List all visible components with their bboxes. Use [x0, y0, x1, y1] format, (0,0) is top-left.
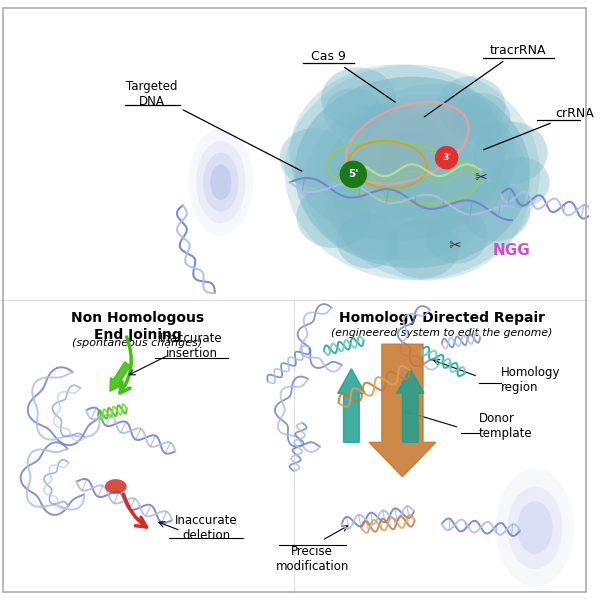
- Ellipse shape: [203, 153, 239, 212]
- Text: crRNA: crRNA: [484, 107, 595, 150]
- Text: ✂: ✂: [475, 170, 487, 185]
- Ellipse shape: [304, 104, 481, 261]
- Ellipse shape: [337, 214, 400, 269]
- Circle shape: [340, 161, 367, 188]
- Text: Donor
template: Donor template: [479, 412, 533, 440]
- Text: Non Homologous
End Joining: Non Homologous End Joining: [71, 311, 204, 341]
- FancyArrow shape: [397, 369, 424, 442]
- Text: ✂: ✂: [448, 239, 461, 254]
- Ellipse shape: [324, 88, 383, 139]
- Ellipse shape: [210, 164, 232, 200]
- Ellipse shape: [290, 64, 505, 241]
- Text: Inaccurate
insertion: Inaccurate insertion: [160, 332, 223, 360]
- Ellipse shape: [334, 133, 491, 261]
- Text: 3': 3': [442, 153, 451, 162]
- Ellipse shape: [385, 220, 460, 278]
- Ellipse shape: [425, 209, 488, 263]
- Text: Inaccurate
deletion: Inaccurate deletion: [175, 514, 238, 542]
- Text: (engineered system to edit the genome): (engineered system to edit the genome): [331, 328, 553, 338]
- FancyArrow shape: [110, 362, 130, 391]
- Ellipse shape: [437, 76, 505, 135]
- Ellipse shape: [105, 479, 127, 494]
- FancyArrow shape: [369, 344, 436, 476]
- Text: (spontaneous changes): (spontaneous changes): [72, 338, 203, 348]
- Ellipse shape: [188, 128, 253, 236]
- Text: Homology
region: Homology region: [500, 367, 560, 394]
- Ellipse shape: [328, 142, 477, 202]
- Ellipse shape: [296, 185, 371, 248]
- Text: Targeted
DNA: Targeted DNA: [127, 80, 302, 171]
- Text: NGG: NGG: [493, 244, 530, 259]
- Text: 5': 5': [348, 169, 359, 179]
- Text: Homology Directed Repair: Homology Directed Repair: [338, 311, 545, 325]
- Circle shape: [435, 146, 458, 169]
- Ellipse shape: [347, 103, 467, 183]
- Ellipse shape: [324, 94, 530, 280]
- Ellipse shape: [508, 487, 562, 569]
- Text: Cas 9: Cas 9: [311, 50, 395, 102]
- Ellipse shape: [196, 141, 245, 223]
- Ellipse shape: [349, 84, 515, 231]
- Ellipse shape: [295, 77, 530, 268]
- Ellipse shape: [473, 121, 548, 184]
- Ellipse shape: [491, 157, 550, 208]
- Ellipse shape: [314, 104, 452, 221]
- Ellipse shape: [378, 110, 505, 224]
- Ellipse shape: [517, 501, 553, 554]
- Ellipse shape: [452, 93, 511, 144]
- Ellipse shape: [280, 128, 349, 187]
- Ellipse shape: [496, 469, 574, 587]
- Ellipse shape: [284, 64, 540, 280]
- FancyArrow shape: [338, 369, 365, 442]
- Ellipse shape: [461, 182, 530, 241]
- Ellipse shape: [321, 67, 395, 130]
- Text: Precise
modification: Precise modification: [275, 545, 349, 574]
- Text: tracrRNA: tracrRNA: [424, 44, 547, 117]
